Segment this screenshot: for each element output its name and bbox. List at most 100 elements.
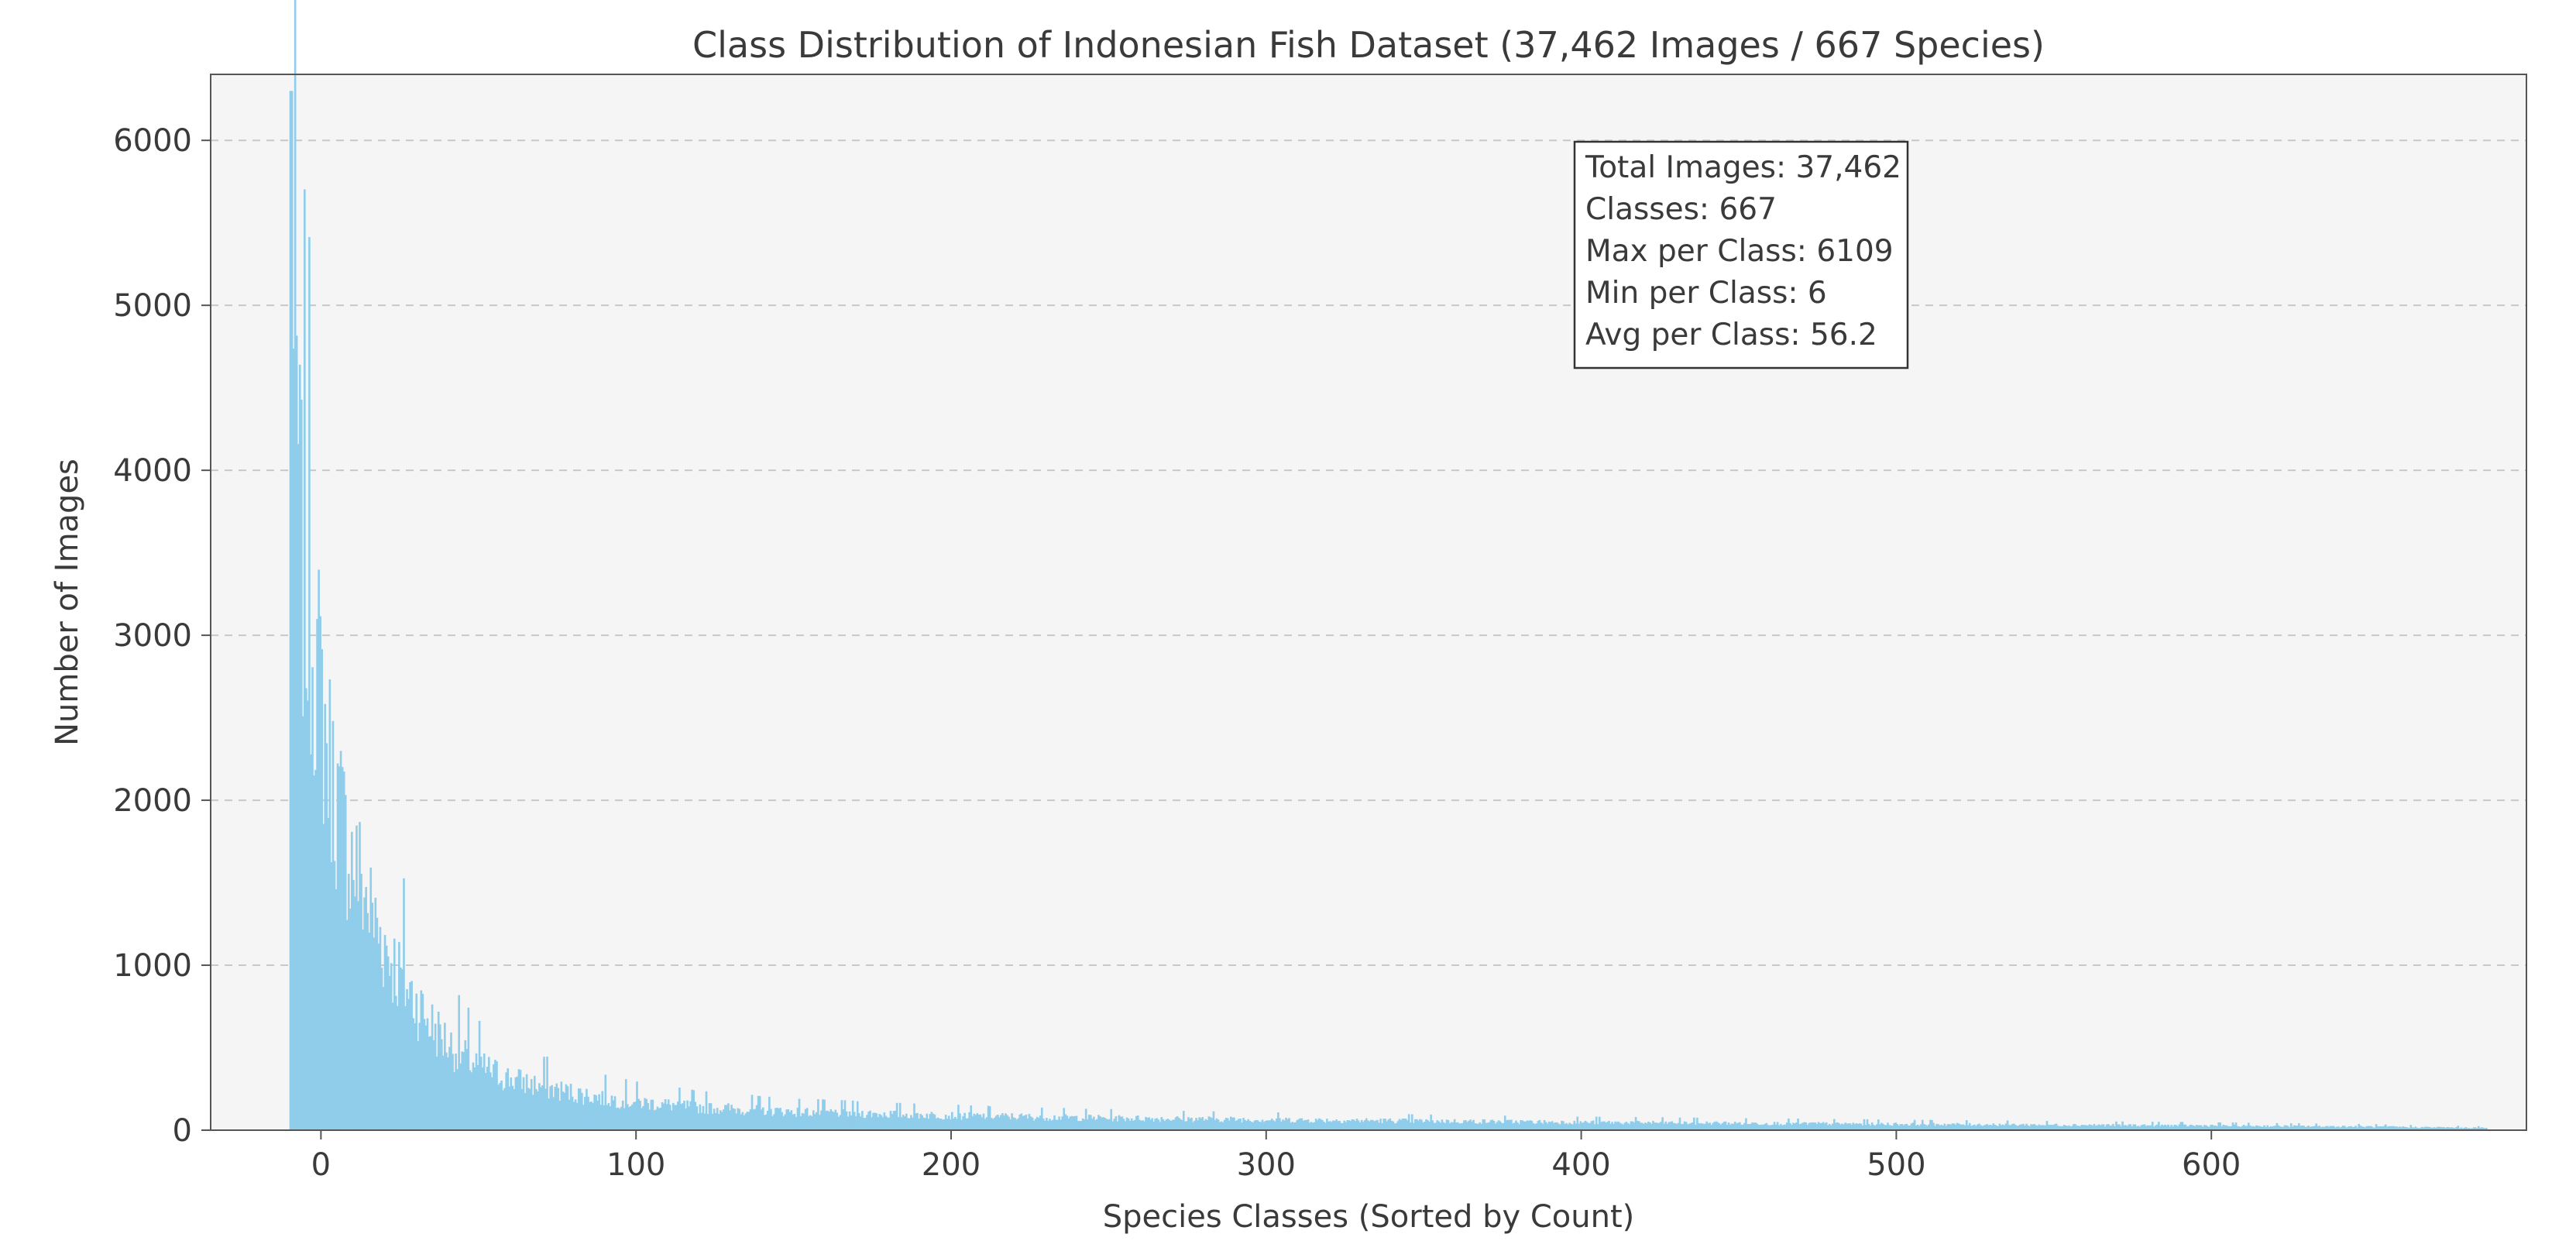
- bar: [1691, 1122, 1694, 1130]
- bar: [1406, 1120, 1409, 1130]
- bar: [1980, 1125, 1982, 1130]
- bar: [2236, 1126, 2239, 1130]
- bar: [817, 1098, 819, 1130]
- bar: [1623, 1122, 1626, 1130]
- bar: [2481, 1127, 2483, 1130]
- bar: [1637, 1121, 1640, 1130]
- bar: [1424, 1121, 1426, 1130]
- bar: [1489, 1119, 1492, 1130]
- bar: [511, 1085, 514, 1130]
- bar: [1559, 1124, 1561, 1130]
- x-tick-label: 300: [1237, 1147, 1296, 1183]
- bar: [2036, 1126, 2039, 1130]
- bar: [572, 1102, 575, 1130]
- bar: [919, 1113, 922, 1130]
- bar: [1968, 1122, 1971, 1130]
- bar: [793, 1113, 796, 1130]
- bar: [2411, 1127, 2414, 1130]
- bar: [1363, 1120, 1366, 1130]
- bar: [2158, 1122, 2160, 1130]
- bar: [533, 1075, 536, 1130]
- bar: [1186, 1121, 1188, 1130]
- bar: [1154, 1119, 1157, 1130]
- bar: [1102, 1117, 1104, 1130]
- bar: [1953, 1123, 1956, 1130]
- bar: [548, 1098, 550, 1130]
- bar: [1833, 1119, 1836, 1130]
- bar: [2238, 1126, 2241, 1130]
- bar: [1781, 1125, 1784, 1130]
- bar: [527, 1088, 530, 1130]
- bar: [1726, 1124, 1729, 1130]
- bar: [2201, 1126, 2204, 1130]
- bar: [1351, 1119, 1354, 1130]
- bar: [2044, 1125, 2047, 1130]
- bar: [1469, 1119, 1472, 1130]
- bar: [555, 1083, 558, 1130]
- bar: [1541, 1123, 1544, 1130]
- bar: [319, 616, 321, 1130]
- bar: [1316, 1120, 1319, 1130]
- bar: [1023, 1115, 1026, 1130]
- bar: [2300, 1126, 2302, 1130]
- bar: [933, 1114, 936, 1130]
- bar: [1080, 1121, 1083, 1130]
- bar: [898, 1102, 902, 1130]
- bar: [1139, 1119, 1141, 1130]
- bar: [2368, 1126, 2372, 1130]
- bar: [376, 917, 379, 1130]
- bar: [1177, 1117, 1180, 1130]
- bar: [1657, 1122, 1659, 1130]
- bar: [393, 938, 396, 1130]
- bar: [1365, 1118, 1368, 1130]
- bar: [1285, 1117, 1287, 1130]
- bar: [2458, 1128, 2461, 1130]
- bar: [2225, 1125, 2228, 1130]
- bar: [2435, 1127, 2437, 1130]
- bar: [807, 1115, 810, 1130]
- bar: [1211, 1118, 1214, 1130]
- bar: [2045, 1121, 2049, 1130]
- bar: [2376, 1126, 2379, 1130]
- bar: [1046, 1118, 1048, 1130]
- bar: [1885, 1125, 1887, 1130]
- bar: [1919, 1124, 1922, 1130]
- bar: [1869, 1125, 1872, 1130]
- bar: [447, 1057, 449, 1130]
- bar: [1431, 1120, 1434, 1130]
- bar: [1005, 1113, 1007, 1130]
- bar: [976, 1113, 979, 1130]
- bar: [799, 1115, 802, 1130]
- bar: [1122, 1119, 1125, 1130]
- bar: [1981, 1126, 1984, 1130]
- bar: [2351, 1126, 2354, 1130]
- bar: [1148, 1117, 1150, 1130]
- bar: [1376, 1119, 1379, 1130]
- bar: [2400, 1127, 2403, 1130]
- bar: [1616, 1122, 1618, 1130]
- bar: [1077, 1121, 1080, 1130]
- bar: [1404, 1118, 1407, 1130]
- bar: [491, 1077, 493, 1130]
- bar: [2222, 1124, 2225, 1130]
- bar: [1573, 1120, 1576, 1130]
- bar: [831, 1111, 834, 1130]
- bar: [1820, 1122, 1823, 1130]
- bar: [864, 1118, 867, 1130]
- bar: [889, 1111, 892, 1130]
- bar: [801, 1112, 804, 1130]
- bar: [639, 1101, 641, 1130]
- bar: [957, 1105, 960, 1130]
- bar: [2454, 1128, 2457, 1130]
- bar: [888, 1117, 891, 1130]
- bar: [770, 1108, 772, 1130]
- bar: [431, 1004, 434, 1130]
- bar: [366, 913, 369, 1130]
- bar: [775, 1108, 777, 1130]
- bar: [1061, 1116, 1064, 1130]
- bar: [557, 1088, 560, 1130]
- bar: [1639, 1122, 1642, 1130]
- bar: [2304, 1126, 2306, 1130]
- bar: [606, 1105, 609, 1130]
- bar: [2362, 1126, 2365, 1130]
